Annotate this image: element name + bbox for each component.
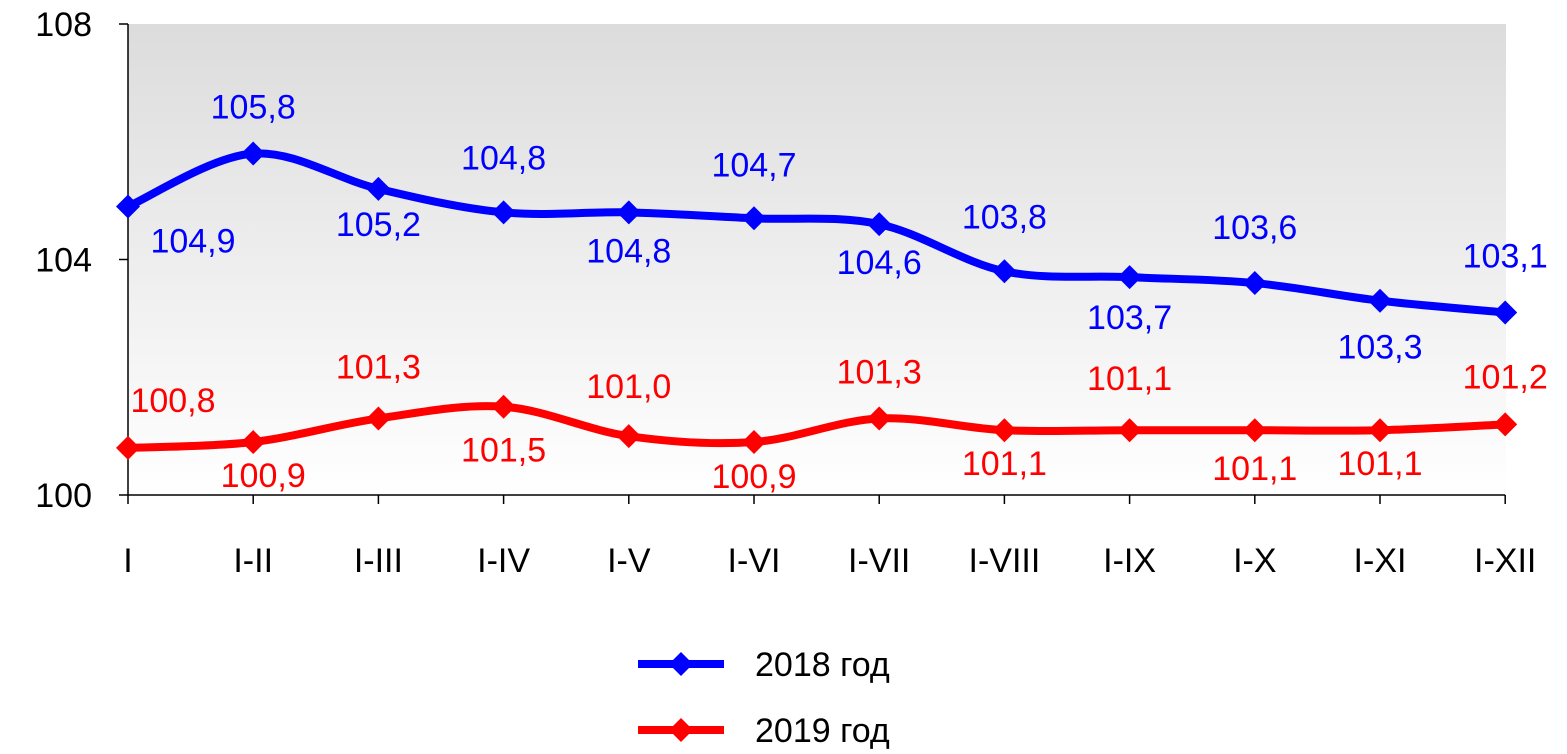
series-1-data-label: 103,8 (962, 198, 1047, 236)
series-2-data-label: 101,1 (1337, 445, 1422, 483)
legend-label-1: 2018 год (755, 646, 890, 684)
series-1-data-label: 103,3 (1337, 329, 1422, 367)
axes: 100 104 108 I I-II I-III I-IV I-V I-VI I-VII I-VII… (35, 6, 1536, 580)
x-tick-label: I-IV (477, 542, 530, 580)
series-1-data-label: 104,7 (711, 146, 796, 184)
legend: 2018 год 2019 год (638, 646, 890, 750)
series-2-point (1493, 412, 1518, 437)
series-1-data-label: 104,6 (837, 244, 922, 282)
series-1-data-label: 104,9 (150, 223, 235, 261)
series-line-2 (124, 402, 1510, 452)
series-1-point (1117, 265, 1142, 290)
series-2-point (742, 430, 766, 455)
series-2-data-label: 101,2 (1463, 358, 1548, 396)
x-tick-label: I-IX (1103, 542, 1156, 580)
x-tick-label: I-VII (848, 542, 910, 580)
series-2-data-label: 100,9 (221, 457, 306, 495)
series-1-point (867, 212, 892, 237)
series-2-point (491, 394, 516, 419)
y-tick-label: 108 (35, 6, 92, 44)
x-tick-label: I (123, 542, 132, 580)
series-1-point (992, 259, 1017, 284)
series-1-data-label: 103,1 (1463, 237, 1548, 275)
series-2-point (1368, 418, 1392, 443)
y-tick-label: 100 (35, 477, 92, 515)
series-2-point (241, 430, 266, 455)
series-2-data-label: 101,1 (1212, 450, 1297, 488)
series-2-data-label: 100,9 (711, 458, 796, 496)
data-labels: 104,9 105,8 105,2 104,8 104,8 104,7 104,6 103,8… (130, 89, 1547, 496)
series-2-data-label: 101,1 (1087, 360, 1172, 398)
series-2-point (867, 406, 892, 431)
series-2-data-label: 101,0 (586, 368, 671, 406)
x-tick-label: I-II (233, 542, 273, 580)
legend-marker-1 (669, 652, 693, 676)
series-2-point (366, 406, 391, 431)
series-line-1 (124, 149, 1510, 317)
series-1-point (1242, 271, 1267, 296)
x-tick-label: I-III (354, 542, 403, 580)
x-tick-label: I-VIII (969, 542, 1041, 580)
series-1-point (616, 200, 641, 225)
series-1-point (366, 176, 391, 201)
y-tick-label: 104 (35, 242, 92, 280)
series-1-data-label: 105,8 (211, 89, 296, 127)
series-1-point (116, 194, 140, 219)
series-1-data-label: 103,6 (1212, 209, 1297, 247)
x-tick-label: I-V (607, 542, 651, 580)
series-2-point (1117, 418, 1142, 443)
series-2-point (992, 418, 1017, 443)
x-tick-label: I-VI (728, 542, 781, 580)
x-tick-label: I-XII (1474, 542, 1536, 580)
series-1-data-label: 105,2 (336, 206, 421, 244)
series-2-data-label: 101,3 (336, 348, 421, 386)
x-tick-label: I-X (1233, 542, 1276, 580)
legend-marker-2 (669, 718, 693, 742)
series-2-data-label: 101,1 (962, 445, 1047, 483)
series-1-data-label: 104,8 (461, 139, 546, 177)
series-1-point (1368, 288, 1392, 313)
series-1-data-label: 103,7 (1087, 299, 1172, 337)
series-2-data-label: 100,8 (130, 382, 215, 420)
series-1-data-label: 104,8 (586, 232, 671, 270)
legend-label-2: 2019 год (755, 712, 890, 750)
series-2-point (1242, 418, 1267, 443)
series-1-point (742, 206, 766, 231)
series-2-data-label: 101,3 (837, 353, 922, 391)
plot-area (128, 24, 1506, 495)
series-2-point (616, 424, 641, 449)
series-1-point (1493, 300, 1518, 325)
x-tick-label: I-XI (1354, 542, 1407, 580)
series-1-point (241, 141, 266, 166)
series-2-data-label: 101,5 (461, 432, 546, 470)
series-2-point (116, 435, 140, 460)
series-1-point (491, 200, 516, 225)
series-layer (116, 141, 1518, 460)
